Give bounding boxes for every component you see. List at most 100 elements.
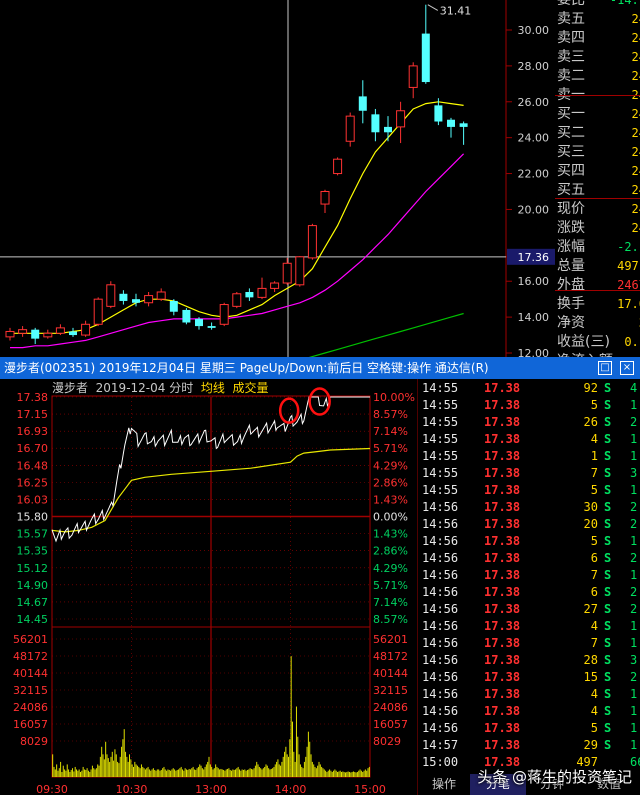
quote-value: 24 xyxy=(631,50,640,64)
volume-tick-label-right: 24086 xyxy=(373,701,408,714)
pct-tick-label: 5.71% xyxy=(373,442,408,455)
tick-count: 2 xyxy=(630,500,638,514)
quote-separator xyxy=(555,95,640,96)
tick-side: S xyxy=(604,585,612,599)
tick-side: S xyxy=(604,398,612,412)
quote-value: 24 xyxy=(631,69,640,83)
candle xyxy=(119,290,128,305)
tick-price: 17.38 xyxy=(484,432,521,446)
tick-volume: 7 xyxy=(590,636,598,650)
tick-row[interactable]: 14:56 17.38 7 S 1 xyxy=(418,567,640,584)
candle-body xyxy=(434,105,443,122)
candle xyxy=(169,299,178,316)
candle-body xyxy=(232,293,242,307)
tick-count: 66 xyxy=(630,755,640,769)
tick-side: S xyxy=(604,738,612,752)
tick-volume: 4 xyxy=(590,687,598,701)
tick-row[interactable]: 14:56 17.38 30 S 2 xyxy=(418,499,640,516)
candle-body xyxy=(408,65,418,88)
tick-price: 17.38 xyxy=(484,517,521,531)
tick-volume: 26 xyxy=(583,415,598,429)
annotation-circle xyxy=(308,387,331,416)
price-line xyxy=(51,396,370,543)
tick-volume: 5 xyxy=(590,721,598,735)
tick-count: 1 xyxy=(630,568,638,582)
volume-tick-label-right: 16057 xyxy=(373,718,408,731)
quote-label: 外盘 xyxy=(557,277,585,293)
tick-row[interactable]: 14:56 17.38 20 S 2 xyxy=(418,516,640,533)
tick-row[interactable]: 14:56 17.38 5 S 1 xyxy=(418,720,640,737)
tick-count: 3 xyxy=(630,653,638,667)
popup-title-bar[interactable]: 漫步者(002351) 2019年12月04日 星期三 PageUp/Down:… xyxy=(0,357,640,379)
tick-price: 17.38 xyxy=(484,738,521,752)
price-tick-label: 17.36 xyxy=(518,251,550,264)
candle-body xyxy=(257,287,267,298)
tick-row[interactable]: 14:55 17.38 5 S 1 xyxy=(418,397,640,414)
tick-row[interactable]: 14:55 17.38 26 S 2 xyxy=(418,414,640,431)
tick-row[interactable]: 14:55 17.38 1 S 1 xyxy=(418,448,640,465)
price-tick-label: 15.12 xyxy=(17,562,49,575)
tick-price: 17.38 xyxy=(484,534,521,548)
tick-count: 2 xyxy=(630,415,638,429)
time-tick-label: 15:00 xyxy=(354,783,386,795)
time-tick-label: 10:30 xyxy=(116,783,148,795)
tick-time: 14:55 xyxy=(422,449,459,463)
tab-values[interactable]: 数值 xyxy=(596,777,621,791)
tick-price: 17.38 xyxy=(484,721,521,735)
tick-row[interactable]: 14:56 17.38 7 S 1 xyxy=(418,635,640,652)
tick-row[interactable]: 15:00 17.38 497 66 xyxy=(418,754,640,771)
price-tick-label: 16.03 xyxy=(17,493,49,506)
tick-volume: 1 xyxy=(590,449,598,463)
price-tick-label: 16.00 xyxy=(518,275,550,288)
tick-side: S xyxy=(604,449,612,463)
price-tick-label: 12.00 xyxy=(518,347,550,358)
restore-button[interactable]: □ xyxy=(598,361,612,375)
tick-row[interactable]: 14:56 17.38 5 S 1 xyxy=(418,533,640,550)
price-tick-label: 16.70 xyxy=(17,442,49,455)
tick-row[interactable]: 14:56 17.38 27 S 2 xyxy=(418,601,640,618)
tick-side: S xyxy=(604,517,612,531)
tick-row[interactable]: 14:56 17.38 4 S 1 xyxy=(418,618,640,635)
tab-operate[interactable]: 操作 xyxy=(431,777,456,791)
pct-tick-label: 1.43% xyxy=(373,493,408,506)
tick-volume: 6 xyxy=(590,585,598,599)
tick-row[interactable]: 14:55 17.38 7 S 3 xyxy=(418,465,640,482)
candle xyxy=(207,322,216,330)
tick-row[interactable]: 14:56 17.38 6 S 2 xyxy=(418,550,640,567)
quote-label: 卖五 xyxy=(557,11,585,27)
quote-panel: 委比-14.7卖五24卖四24卖三24卖二24卖一24买一24买二24买三24买… xyxy=(555,0,640,358)
tick-row[interactable]: 14:56 17.38 6 S 2 xyxy=(418,584,640,601)
tick-row[interactable]: 14:55 17.38 5 S 1 xyxy=(418,482,640,499)
tick-row[interactable]: 14:55 17.38 92 S 4 xyxy=(418,380,640,397)
tick-volume: 7 xyxy=(590,466,598,480)
tick-price: 17.38 xyxy=(484,755,521,769)
tick-row[interactable]: 14:56 17.38 4 S 1 xyxy=(418,703,640,720)
candle xyxy=(434,98,443,126)
quote-label: 净流入额 xyxy=(557,352,613,358)
pct-tick-label: 1.43% xyxy=(373,528,408,541)
close-button[interactable]: × xyxy=(620,361,634,375)
tick-time: 14:55 xyxy=(422,483,459,497)
tab-ticks[interactable]: 分笔 xyxy=(470,774,526,795)
tick-row[interactable]: 14:57 17.38 29 S 1 xyxy=(418,737,640,754)
candle xyxy=(384,116,392,142)
candle xyxy=(93,297,103,327)
tick-row[interactable]: 14:55 17.38 4 S 1 xyxy=(418,431,640,448)
tick-row[interactable]: 14:56 17.38 15 S 2 xyxy=(418,669,640,686)
tick-side: S xyxy=(604,619,612,633)
tick-volume: 29 xyxy=(583,738,598,752)
pct-tick-label: 10.00% xyxy=(373,391,415,404)
candle xyxy=(182,308,191,325)
tick-count: 1 xyxy=(630,432,638,446)
quote-label: 买二 xyxy=(557,125,585,141)
tab-minutes[interactable]: 分钟 xyxy=(539,777,564,791)
quote-row: 委比 -14.7 xyxy=(555,0,640,10)
tick-row[interactable]: 14:56 17.38 4 S 1 xyxy=(418,686,640,703)
price-tick-label: 15.35 xyxy=(17,545,49,558)
tick-volume: 5 xyxy=(590,483,598,497)
tick-time: 14:55 xyxy=(422,466,459,480)
tick-list[interactable]: 14:55 17.38 92 S 4 14:55 17.38 5 S 1 14:55 17.38 26 S… xyxy=(418,379,640,774)
tick-row[interactable]: 14:56 17.38 28 S 3 xyxy=(418,652,640,669)
volume-tick-label-right: 40144 xyxy=(373,667,408,680)
quote-label: 买五 xyxy=(557,182,585,198)
